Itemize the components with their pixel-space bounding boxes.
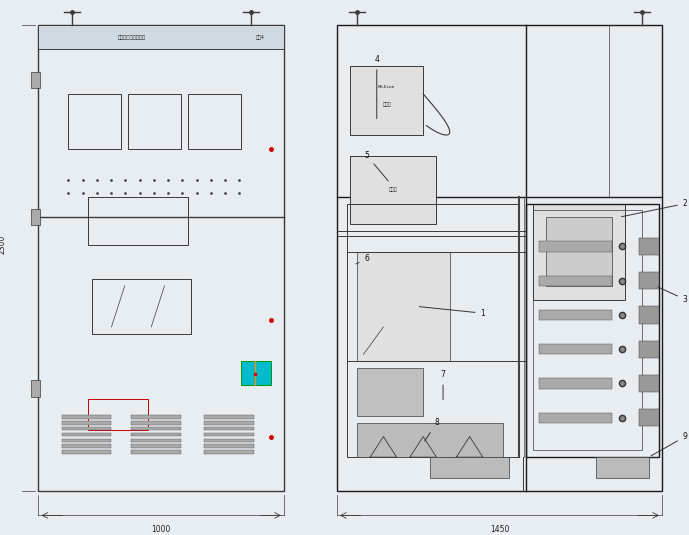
Bar <box>357 423 503 457</box>
Bar <box>533 204 626 300</box>
Bar <box>30 72 41 88</box>
Bar <box>240 361 271 385</box>
Bar <box>357 251 450 361</box>
Bar <box>132 427 181 431</box>
Bar <box>132 450 181 454</box>
Bar <box>205 450 254 454</box>
Bar <box>132 445 181 448</box>
Text: 图纸4: 图纸4 <box>256 35 265 40</box>
Text: 9: 9 <box>651 432 688 456</box>
Bar <box>62 439 112 442</box>
Bar <box>639 272 659 289</box>
Bar <box>187 94 240 149</box>
Bar <box>39 25 284 492</box>
Bar <box>539 276 613 286</box>
Text: 7: 7 <box>441 370 446 400</box>
Bar <box>430 457 509 478</box>
Bar <box>132 421 181 425</box>
Bar <box>62 427 112 431</box>
Bar <box>350 66 423 135</box>
Text: 2300: 2300 <box>0 235 6 254</box>
Bar <box>30 209 41 225</box>
Bar <box>62 450 112 454</box>
Text: 5: 5 <box>364 151 388 181</box>
Bar <box>347 204 520 457</box>
Bar <box>539 344 613 354</box>
Bar <box>639 238 659 255</box>
Text: BK-Econ: BK-Econ <box>378 85 395 89</box>
Bar <box>62 445 112 448</box>
Text: 电抗器: 电抗器 <box>382 102 391 106</box>
Bar <box>68 94 121 149</box>
Bar <box>205 445 254 448</box>
Bar <box>62 421 112 425</box>
Bar <box>132 433 181 436</box>
Text: 8: 8 <box>424 418 439 441</box>
Text: 1450: 1450 <box>490 525 509 533</box>
Bar <box>539 378 613 388</box>
Text: 2: 2 <box>621 199 688 217</box>
Bar <box>62 433 112 436</box>
Bar <box>595 457 649 478</box>
Bar <box>30 380 41 397</box>
Bar <box>205 421 254 425</box>
Bar <box>546 217 613 286</box>
Bar <box>39 25 284 49</box>
Bar <box>132 415 181 419</box>
Bar <box>88 399 148 430</box>
Bar <box>62 415 112 419</box>
Text: 1000: 1000 <box>152 525 171 533</box>
Bar <box>639 409 659 426</box>
Bar <box>205 427 254 431</box>
Bar <box>533 210 642 450</box>
Bar <box>639 307 659 324</box>
Bar <box>639 341 659 358</box>
Bar <box>88 197 187 244</box>
Bar <box>539 241 613 251</box>
Bar <box>539 412 613 423</box>
Bar <box>639 375 659 392</box>
Bar <box>357 368 423 416</box>
Bar <box>350 156 436 224</box>
Bar <box>128 94 181 149</box>
Text: 4: 4 <box>374 55 379 119</box>
Text: 1: 1 <box>420 307 485 318</box>
Bar <box>205 439 254 442</box>
Text: 3: 3 <box>658 287 688 304</box>
Bar <box>539 310 613 320</box>
Bar <box>205 433 254 436</box>
Bar <box>132 439 181 442</box>
Text: 6: 6 <box>356 254 369 264</box>
Bar <box>205 415 254 419</box>
Bar <box>337 25 662 492</box>
Bar <box>526 204 659 457</box>
Text: 整流器: 整流器 <box>389 187 398 193</box>
Text: 高压晶闸管软启动柜: 高压晶闸管软启动柜 <box>118 35 146 40</box>
Bar <box>92 279 191 334</box>
